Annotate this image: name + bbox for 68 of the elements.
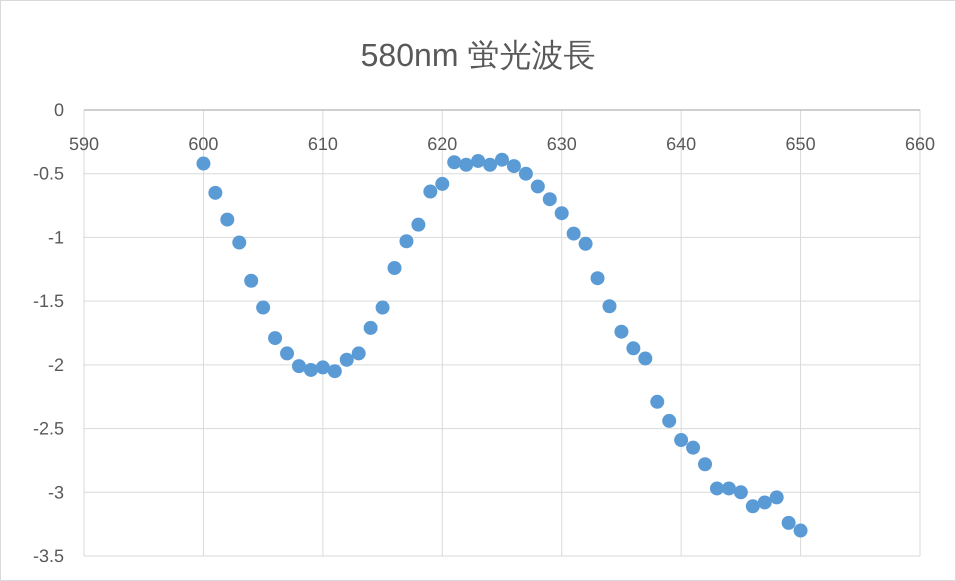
point [483,158,498,172]
point [471,154,486,168]
point [698,457,712,472]
point [686,440,700,455]
point [758,495,772,510]
point [292,359,306,374]
point [411,218,426,232]
point [364,320,378,335]
x-tick-label: 600 [188,134,218,154]
point [232,236,246,250]
point [794,524,808,538]
point [423,184,438,199]
y-tick-label: -1.5 [32,291,64,312]
y-tick-label: -1 [48,227,64,248]
point [590,271,605,286]
point [638,351,652,366]
point [734,485,748,500]
y-tick-label: -2.5 [32,418,64,439]
point [554,206,569,220]
point [316,360,330,374]
point [447,155,462,170]
point [626,341,640,356]
point [352,346,366,360]
point [388,261,402,276]
x-tick-label: 640 [666,134,696,154]
point [304,362,318,377]
point [722,481,736,496]
point [280,346,294,360]
point [782,516,796,530]
point [674,433,688,448]
point [328,364,342,378]
y-tick-label: -2 [48,354,64,375]
point [340,352,354,367]
x-tick-label: 630 [546,134,577,154]
point [376,300,390,315]
x-tick-label: 590 [68,134,100,154]
x-tick-label: 610 [308,134,338,154]
point [196,156,210,171]
point [710,481,724,496]
point [399,234,414,248]
point [268,331,282,346]
point [542,192,557,206]
point [518,166,533,181]
point [256,300,270,315]
point [650,394,664,409]
point [244,274,258,288]
y-tick-label: -3.5 [32,546,64,566]
point [770,490,784,504]
point [746,499,760,514]
x-tick-label: 660 [904,134,936,154]
point [602,299,616,314]
point [662,414,676,428]
point [495,152,509,167]
point [459,158,474,172]
point [208,186,222,200]
x-tick-label: 620 [427,134,458,154]
point [578,236,593,251]
point [614,324,628,339]
point [530,179,545,194]
x-tick-label: 650 [786,134,816,154]
point [506,159,521,174]
point [220,212,234,227]
y-tick-label: 0 [54,100,64,120]
chart-title: 580nm 蛍光波長 [360,37,596,73]
point [566,226,581,241]
y-tick-label: -3 [48,482,64,502]
y-tick-label: -0.5 [32,164,64,184]
point [435,176,450,191]
